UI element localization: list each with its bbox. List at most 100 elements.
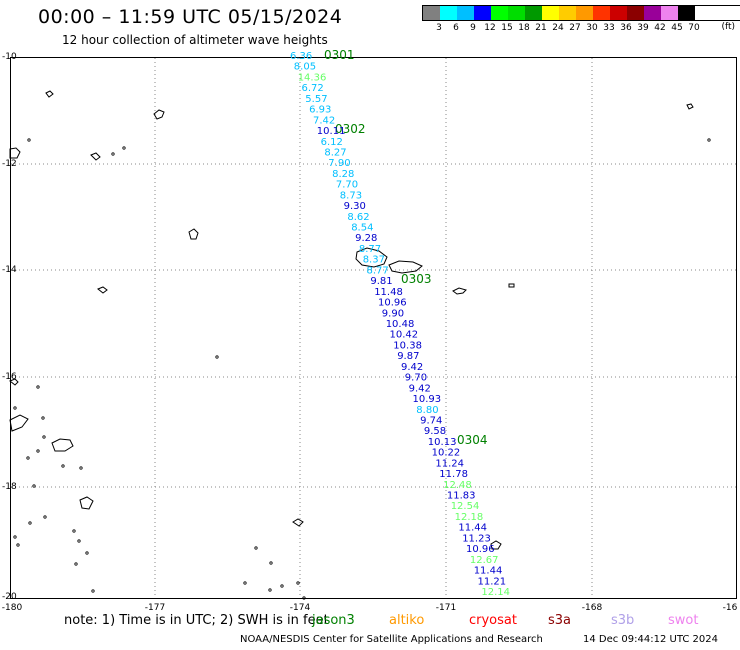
- island-outline: [45, 90, 54, 98]
- legend-label: 12: [484, 23, 496, 33]
- legend-swatch: [644, 6, 661, 20]
- islet-marker: [28, 521, 32, 525]
- legend-swatch: [525, 6, 542, 20]
- legend-swatch: [627, 6, 644, 20]
- legend-label: 3: [436, 23, 442, 33]
- wave-height-label: 10.22: [432, 448, 461, 459]
- wave-height-label: 9.30: [344, 201, 366, 212]
- legend-swatch: [678, 6, 695, 20]
- wave-height-label: 11.44: [458, 523, 487, 534]
- island-outline: [79, 496, 94, 510]
- island-outline: [97, 286, 108, 294]
- islet-marker: [13, 535, 17, 539]
- lon-label: -168: [581, 603, 603, 613]
- fiji-island-outline: [51, 438, 74, 452]
- color-legend: 3 6 9 12 15 18 21 24 27 30 33 36 39 42 45 70: [422, 5, 740, 33]
- wave-height-label: 10.42: [390, 330, 419, 341]
- wave-height-label: 8.77: [367, 265, 389, 276]
- lon-label: -177: [144, 603, 166, 613]
- islet-marker: [74, 562, 78, 566]
- islet-marker: [77, 539, 81, 543]
- legend-swatch: [542, 6, 559, 20]
- islet-marker: [254, 546, 258, 550]
- wave-height-label: 8.62: [347, 212, 369, 223]
- wave-height-label: 9.90: [382, 308, 404, 319]
- islet-marker: [85, 551, 89, 555]
- wave-height-label: 5.57: [305, 94, 327, 105]
- island-outline: [188, 228, 199, 240]
- wave-height-label: 11.83: [447, 491, 476, 502]
- wave-height-label: 10.38: [393, 340, 422, 351]
- island-outline: [292, 518, 304, 527]
- islet-marker: [280, 584, 284, 588]
- wave-height-label: 8.28: [332, 169, 354, 180]
- wave-height-label: 11.24: [435, 458, 464, 469]
- wave-height-label: 10.96: [378, 298, 407, 309]
- map-title: 00:00 – 11:59 UTC 05/15/2024: [38, 6, 343, 28]
- wave-height-label: 10.93: [413, 394, 442, 405]
- wave-height-label: 6.36: [290, 51, 312, 62]
- legend-swatch: [559, 6, 576, 20]
- islet-marker: [215, 355, 219, 359]
- legend-label: 18: [518, 23, 530, 33]
- wave-height-label: 10.96: [466, 544, 495, 555]
- wave-height-label: 14.36: [298, 72, 327, 83]
- islet-marker: [36, 449, 40, 453]
- island-outline: [90, 152, 101, 161]
- legend-label: 39: [637, 23, 649, 33]
- wave-height-label: 12.14: [481, 587, 510, 598]
- wave-height-label: 8.77: [359, 244, 381, 255]
- wave-height-label: 12.48: [443, 480, 472, 491]
- legend-label: 30: [586, 23, 598, 33]
- wave-height-label: 8.05: [294, 62, 316, 73]
- legend-label: 70: [688, 23, 700, 33]
- wave-height-label: 12.54: [451, 501, 480, 512]
- legend-label: 42: [654, 23, 666, 33]
- island-outline: [9, 147, 21, 159]
- islet-marker: [296, 581, 300, 585]
- wave-height-label: 9.81: [370, 276, 392, 287]
- wave-height-label: 9.70: [405, 373, 427, 384]
- wave-height-label: 11.23: [462, 533, 491, 544]
- map-subtitle: 12 hour collection of altimeter wave hei…: [62, 33, 328, 47]
- legend-label: 36: [620, 23, 632, 33]
- legend-swatch: [593, 6, 610, 20]
- islet-marker: [42, 435, 46, 439]
- legend-swatch: [610, 6, 627, 20]
- island-outline: [153, 109, 165, 120]
- footer-note: note: 1) Time is in UTC; 2) SWH is in fe…: [64, 613, 329, 628]
- islet-marker: [13, 406, 17, 410]
- wave-height-label: 10.13: [428, 437, 457, 448]
- legend-swatch: [474, 6, 491, 20]
- legend-swatches: [422, 5, 740, 21]
- sat-cryosat-label: cryosat: [469, 613, 517, 628]
- wave-height-label: 11.48: [374, 287, 403, 298]
- legend-label: 21: [535, 23, 547, 33]
- wave-height-label: 9.58: [424, 426, 446, 437]
- sat-s3b-label: s3b: [611, 613, 635, 628]
- lon-label: -16: [722, 603, 738, 613]
- wave-height-label: 8.37: [363, 255, 385, 266]
- islet-marker: [243, 581, 247, 585]
- lat-label: -20: [2, 592, 17, 602]
- islet-marker: [268, 588, 272, 592]
- lat-label: -14: [2, 265, 17, 275]
- islet-marker: [36, 385, 40, 389]
- islet-marker: [79, 466, 83, 470]
- legend-label: 33: [603, 23, 615, 33]
- savaii-island-outline: [355, 247, 388, 268]
- legend-swatch: [661, 6, 678, 20]
- sat-s3a-label: s3a: [548, 613, 572, 628]
- islet-marker: [27, 138, 31, 142]
- wave-height-label: 7.90: [328, 158, 350, 169]
- wave-height-label: 10.11: [317, 126, 346, 137]
- pass-id-label: 0301: [324, 48, 355, 62]
- island-outline: [490, 540, 502, 550]
- legend-label: 45: [671, 23, 683, 33]
- lon-label: -174: [289, 603, 311, 613]
- fiji-island-outline: [9, 414, 29, 432]
- sat-jason3-label: jason3: [312, 613, 355, 628]
- wave-height-label: 9.42: [401, 362, 423, 373]
- wave-height-label: 6.12: [321, 137, 343, 148]
